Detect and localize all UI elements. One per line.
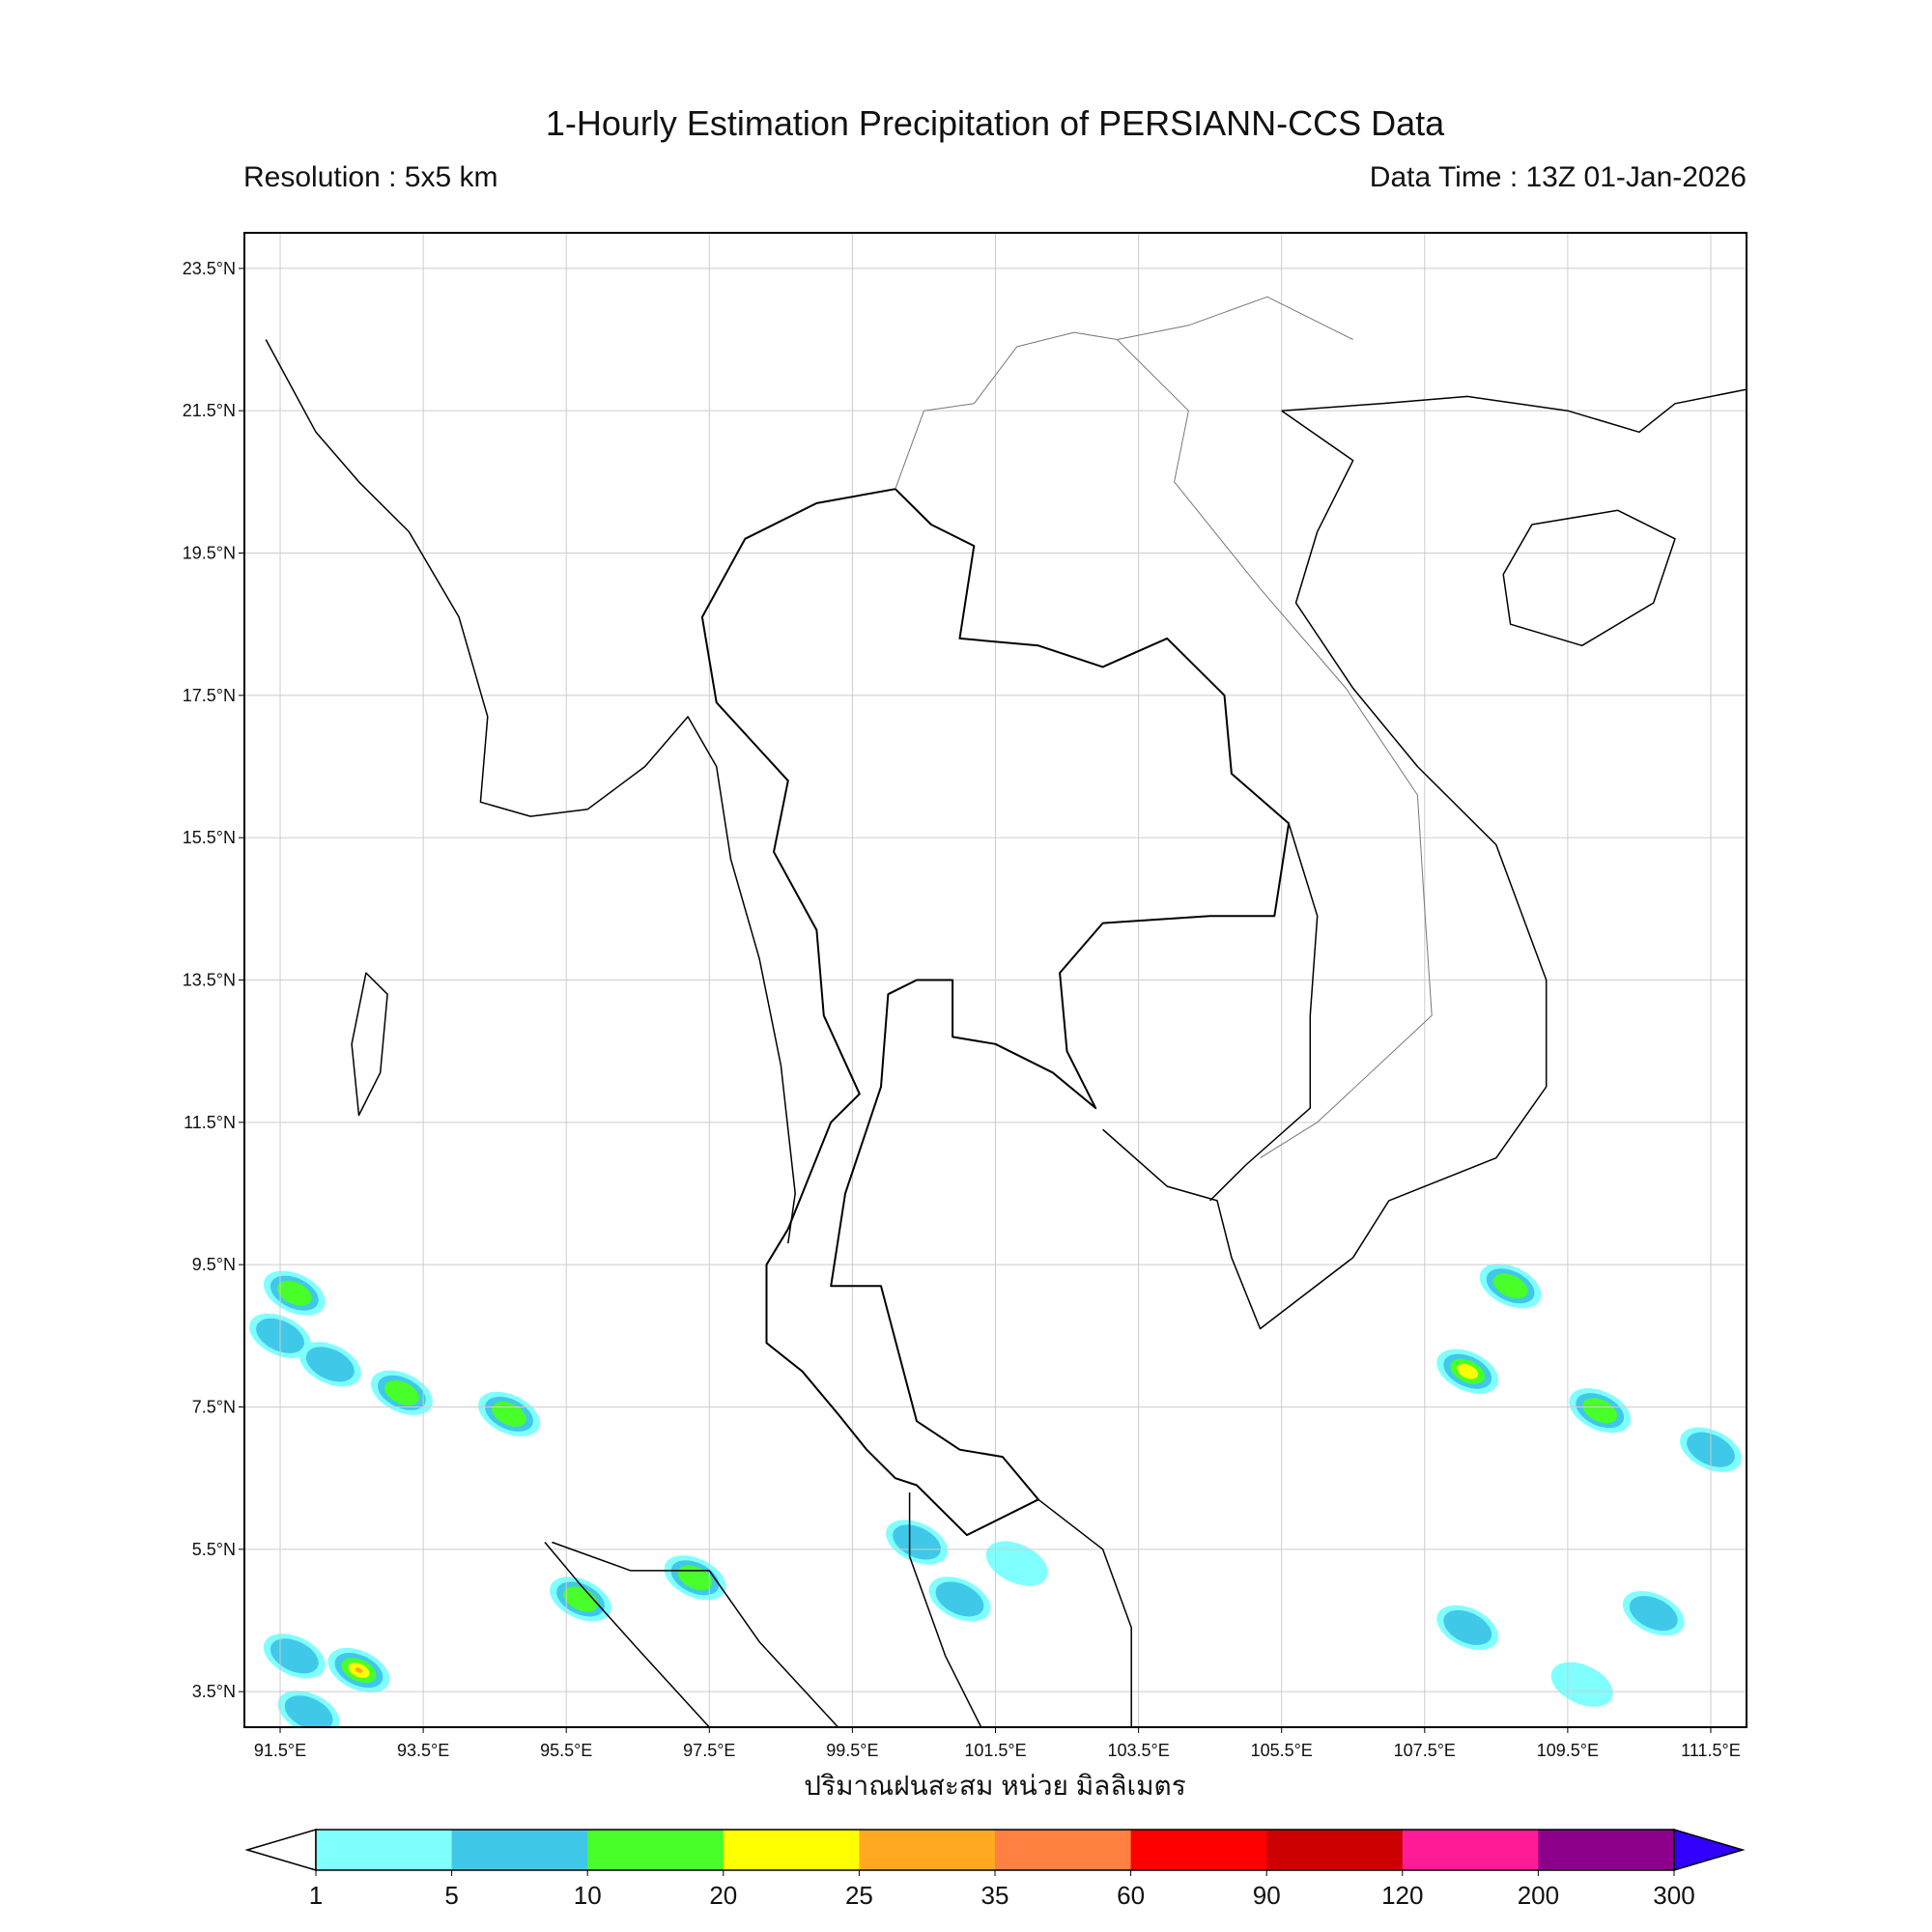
colorbar-swatch	[1130, 1830, 1267, 1870]
colorbar-over-arrow	[1673, 1828, 1746, 1872]
colorbar-tick-label: 200	[1518, 1881, 1559, 1910]
rain-cell-19-level-0	[1550, 1662, 1613, 1707]
myanmar-coast	[265, 339, 796, 1244]
rain-cell-11-level-2	[1492, 1273, 1528, 1299]
malaysia-coast	[908, 1492, 982, 1727]
y-tick-label: 3.5°N	[192, 1682, 236, 1701]
data-time-subtitle: Data Time : 13Z 01-Jan-2026	[1370, 161, 1747, 193]
rain-cell-17-level-1	[893, 1524, 941, 1560]
colorbar-swatch	[316, 1830, 453, 1870]
x-tick-label: 109.5°E	[1537, 1741, 1599, 1760]
y-tick-label: 21.5°N	[183, 401, 236, 420]
colorbar-swatch	[587, 1830, 724, 1870]
rain-cell-6-level-2	[677, 1565, 713, 1591]
x-tick-label: 91.5°E	[254, 1741, 306, 1760]
colorbar-swatch	[1402, 1830, 1539, 1870]
colorbar-tick-label: 10	[574, 1881, 602, 1910]
colorbar-tick-label: 60	[1117, 1881, 1145, 1910]
rain-cell-18-level-2	[1582, 1398, 1618, 1424]
x-tick-label: 103.5°E	[1107, 1741, 1169, 1760]
rain-cell-5-level-2	[563, 1586, 598, 1612]
sumatra-coast	[544, 1542, 710, 1727]
x-tick-label: 97.5°E	[683, 1741, 735, 1760]
x-axis-ticks: 91.5°E 93.5°E 95.5°E 97.5°E 99.5°E 101.5°E 103…	[254, 1727, 1741, 1760]
y-tick-label: 5.5°N	[192, 1540, 236, 1559]
cambodia-border	[1209, 823, 1319, 1202]
x-tick-label: 99.5°E	[826, 1741, 878, 1760]
colorbar-tick-label: 90	[1253, 1881, 1281, 1910]
hainan-island	[1502, 509, 1676, 647]
colorbar-tick-label: 35	[981, 1881, 1009, 1910]
colorbar-swatch	[995, 1830, 1132, 1870]
colorbar-tick-label: 25	[845, 1881, 873, 1910]
colorbar-under-arrow	[244, 1828, 317, 1872]
colorbar-tick-label: 5	[444, 1881, 458, 1910]
y-tick-label: 17.5°N	[183, 686, 236, 705]
graticule	[244, 233, 1747, 1727]
vietnam-coast	[1102, 410, 1548, 1330]
y-tick-label: 9.5°N	[192, 1255, 236, 1274]
y-tick-label: 11.5°N	[184, 1113, 236, 1132]
laos-vietnam-border	[1117, 339, 1433, 1159]
x-tick-label: 93.5°E	[397, 1741, 449, 1760]
china-coast	[1281, 388, 1747, 434]
rain-cell-9-level-1	[284, 1695, 333, 1727]
colorbar-swatch	[1266, 1830, 1404, 1870]
rain-cell-13-level-1	[1629, 1596, 1678, 1632]
y-tick-label: 13.5°N	[183, 971, 236, 990]
colorbar: 1 5 10 20 25 35 60 90 120 200 300	[244, 1828, 1746, 1910]
rain-cell-16-level-1	[935, 1581, 984, 1617]
y-axis-ticks: 23.5°N 21.5°N 19.5°N 17.5°N 15.5°N 13.5°N 11.5…	[183, 259, 244, 1701]
y-tick-label: 23.5°N	[183, 259, 236, 278]
colorbar-tick-label: 300	[1653, 1881, 1694, 1910]
colorbar-swatch	[451, 1830, 588, 1870]
y-tick-label: 7.5°N	[192, 1398, 236, 1417]
colorbar-swatch	[723, 1830, 860, 1870]
rain-cell-3-level-2	[384, 1379, 419, 1406]
andaman-islands	[351, 972, 388, 1117]
y-tick-label: 15.5°N	[183, 828, 236, 847]
x-tick-label: 95.5°E	[540, 1741, 592, 1760]
laos-border	[895, 296, 1353, 490]
rain-cell-4-level-2	[492, 1401, 526, 1427]
thailand-outline	[700, 488, 1291, 1537]
rain-cell-2-level-1	[305, 1347, 355, 1382]
rain-cell-0-level-2	[276, 1280, 312, 1306]
rain-cell-10-level-3	[1457, 1363, 1479, 1379]
sumatra-north-coast	[552, 1541, 839, 1727]
colorbar-tick-label: 1	[309, 1881, 323, 1910]
rain-cell-15-level-0	[985, 1541, 1048, 1586]
x-tick-label: 111.5°E	[1681, 1741, 1741, 1760]
colorbar-swatch	[859, 1830, 996, 1870]
chart-title: 1-Hourly Estimation Precipitation of PER…	[546, 103, 1445, 143]
colorbar-swatch	[1538, 1830, 1675, 1870]
x-tick-label: 105.5°E	[1251, 1741, 1313, 1760]
x-axis-label: ปริมาณฝนสะสม หน่วย มิลลิเมตร	[804, 1771, 1186, 1801]
resolution-subtitle: Resolution : 5x5 km	[243, 161, 497, 193]
x-tick-label: 107.5°E	[1394, 1741, 1456, 1760]
colorbar-tick-label: 120	[1381, 1881, 1423, 1910]
colorbar-tick-label: 20	[709, 1881, 737, 1910]
x-tick-label: 101.5°E	[964, 1741, 1026, 1760]
malaysia-east-coast	[1037, 1498, 1132, 1727]
y-tick-label: 19.5°N	[183, 544, 236, 563]
coastlines	[265, 296, 1747, 1727]
rain-cell-14-level-1	[1443, 1609, 1492, 1645]
rain-cell-7-level-4	[355, 1667, 363, 1673]
rain-cell-8-level-1	[270, 1638, 319, 1674]
